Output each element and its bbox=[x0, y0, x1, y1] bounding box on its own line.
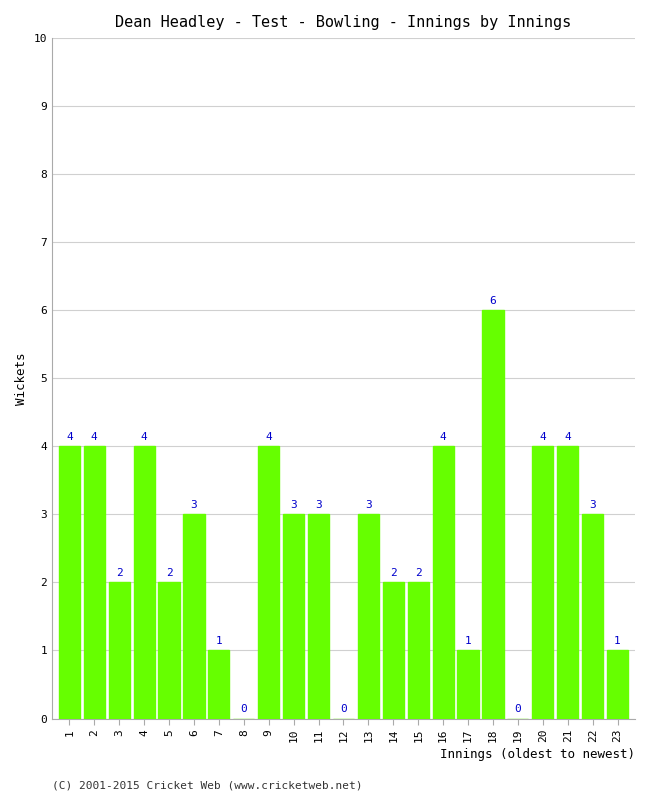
Bar bbox=[383, 582, 404, 718]
Bar bbox=[133, 446, 155, 718]
Bar bbox=[358, 514, 379, 718]
Text: 3: 3 bbox=[315, 500, 322, 510]
Bar bbox=[84, 446, 105, 718]
Bar bbox=[183, 514, 205, 718]
Title: Dean Headley - Test - Bowling - Innings by Innings: Dean Headley - Test - Bowling - Innings … bbox=[115, 15, 571, 30]
Bar bbox=[607, 650, 628, 718]
Text: 1: 1 bbox=[614, 637, 621, 646]
Bar bbox=[208, 650, 229, 718]
Bar bbox=[557, 446, 578, 718]
Text: 0: 0 bbox=[340, 705, 347, 714]
Text: 2: 2 bbox=[116, 568, 123, 578]
Bar bbox=[109, 582, 130, 718]
Text: 4: 4 bbox=[265, 432, 272, 442]
Bar bbox=[582, 514, 603, 718]
Text: 1: 1 bbox=[465, 637, 471, 646]
Text: 2: 2 bbox=[390, 568, 396, 578]
Text: 3: 3 bbox=[590, 500, 596, 510]
Text: 0: 0 bbox=[515, 705, 521, 714]
Bar bbox=[283, 514, 304, 718]
Text: 6: 6 bbox=[489, 296, 497, 306]
Text: 4: 4 bbox=[91, 432, 98, 442]
Bar bbox=[432, 446, 454, 718]
Bar bbox=[159, 582, 179, 718]
Text: 2: 2 bbox=[166, 568, 172, 578]
Bar bbox=[308, 514, 329, 718]
Text: (C) 2001-2015 Cricket Web (www.cricketweb.net): (C) 2001-2015 Cricket Web (www.cricketwe… bbox=[52, 781, 363, 790]
Text: 4: 4 bbox=[564, 432, 571, 442]
Bar bbox=[482, 310, 504, 718]
Text: 3: 3 bbox=[190, 500, 198, 510]
Bar bbox=[458, 650, 478, 718]
Bar bbox=[532, 446, 553, 718]
Text: 4: 4 bbox=[540, 432, 546, 442]
Text: 3: 3 bbox=[365, 500, 372, 510]
Text: 4: 4 bbox=[440, 432, 447, 442]
X-axis label: Innings (oldest to newest): Innings (oldest to newest) bbox=[440, 748, 635, 761]
Bar bbox=[58, 446, 80, 718]
Bar bbox=[258, 446, 280, 718]
Text: 1: 1 bbox=[216, 637, 222, 646]
Bar bbox=[408, 582, 429, 718]
Text: 4: 4 bbox=[141, 432, 148, 442]
Y-axis label: Wickets: Wickets bbox=[15, 352, 28, 405]
Text: 3: 3 bbox=[291, 500, 297, 510]
Text: 4: 4 bbox=[66, 432, 73, 442]
Text: 2: 2 bbox=[415, 568, 422, 578]
Text: 0: 0 bbox=[240, 705, 247, 714]
